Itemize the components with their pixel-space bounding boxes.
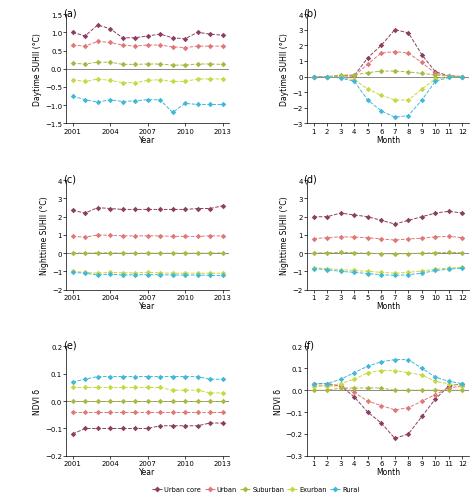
Text: (a): (a) xyxy=(63,9,77,19)
Y-axis label: Daytime SUHII (°C): Daytime SUHII (°C) xyxy=(33,33,42,106)
X-axis label: Month: Month xyxy=(376,467,400,476)
Text: (e): (e) xyxy=(63,340,77,350)
Y-axis label: Nighttime SUHII (°C): Nighttime SUHII (°C) xyxy=(40,196,49,275)
Y-axis label: Nighttime SUHII (°C): Nighttime SUHII (°C) xyxy=(281,196,290,275)
X-axis label: Year: Year xyxy=(139,302,156,311)
X-axis label: Month: Month xyxy=(376,302,400,311)
X-axis label: Year: Year xyxy=(139,136,156,145)
X-axis label: Month: Month xyxy=(376,136,400,145)
Text: (c): (c) xyxy=(63,174,76,184)
Y-axis label: Daytime SUHII (°C): Daytime SUHII (°C) xyxy=(281,33,290,106)
Text: (d): (d) xyxy=(303,174,317,184)
Text: (b): (b) xyxy=(303,9,318,19)
X-axis label: Year: Year xyxy=(139,467,156,476)
Legend: Urban core, Urban, Suburban, Exurban, Rural: Urban core, Urban, Suburban, Exurban, Ru… xyxy=(150,484,362,495)
Y-axis label: NDVI δ: NDVI δ xyxy=(273,388,283,414)
Text: (f): (f) xyxy=(303,340,315,350)
Y-axis label: NDVI δ: NDVI δ xyxy=(33,388,42,414)
